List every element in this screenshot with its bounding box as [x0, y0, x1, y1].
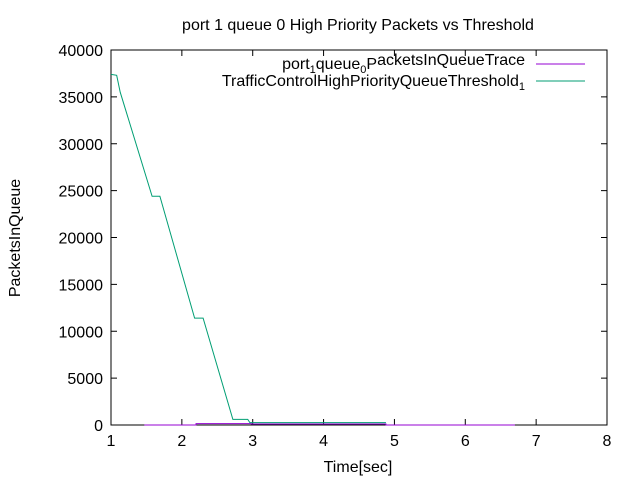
x-tick-label: 7: [532, 433, 541, 450]
x-tick-label: 1: [107, 433, 116, 450]
y-tick-label: 25000: [59, 184, 104, 201]
y-tick-label: 30000: [59, 137, 104, 154]
y-tick-label: 15000: [59, 277, 104, 294]
x-tick-label: 6: [461, 433, 470, 450]
legend: port1queue0PacketsInQueueTraceTrafficCon…: [222, 52, 585, 93]
y-tick-label: 10000: [59, 324, 104, 341]
y-axis: 0 5000 10000 15000 20000 25000 30000 35000 40000: [59, 43, 607, 435]
x-tick-label: 5: [390, 433, 399, 450]
x-axis: 1 2 3 4 5 6 7 8: [107, 50, 612, 450]
legend-label-1: port1queue0PacketsInQueueTrace: [282, 52, 525, 76]
legend-label-2: TrafficControlHighPriorityQueueThreshold…: [222, 73, 525, 93]
y-tick-label: 40000: [59, 43, 104, 60]
x-tick-label: 2: [177, 433, 186, 450]
y-tick-label: 20000: [59, 231, 104, 248]
x-tick-label: 3: [248, 433, 257, 450]
series-line-2: [110, 73, 386, 424]
y-tick-label: 35000: [59, 90, 104, 107]
series-line-1: [144, 423, 515, 426]
plot-frame: [110, 49, 608, 426]
x-tick-label: 8: [603, 433, 612, 450]
x-tick-label: 4: [319, 433, 328, 450]
y-axis-label: PacketsInQueue: [7, 179, 24, 297]
y-tick-label: 0: [94, 418, 103, 435]
y-tick-label: 5000: [67, 371, 103, 388]
x-axis-label: Time[sec]: [324, 459, 393, 476]
chart-title: port 1 queue 0 High Priority Packets vs …: [182, 17, 534, 34]
series-layer: [110, 73, 515, 426]
